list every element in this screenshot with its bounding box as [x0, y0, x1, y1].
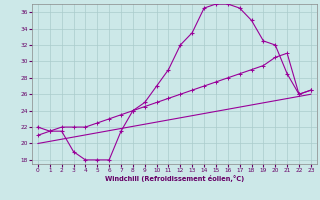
X-axis label: Windchill (Refroidissement éolien,°C): Windchill (Refroidissement éolien,°C): [105, 175, 244, 182]
